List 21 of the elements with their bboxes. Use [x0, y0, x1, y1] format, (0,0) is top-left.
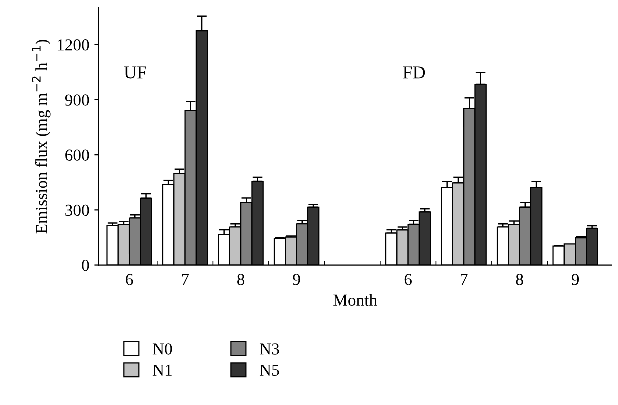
- x-tick-label: 8: [238, 274, 245, 286]
- x-tick-label: 7: [461, 274, 468, 286]
- y-tick-label: 1200: [58, 40, 90, 51]
- x-tick-label: 7: [182, 274, 189, 286]
- y-tick-label: 300: [66, 204, 90, 216]
- x-tick-label: 8: [516, 274, 524, 286]
- legend-label: N0: [152, 344, 172, 355]
- legend-label: N1: [152, 364, 172, 376]
- y-tick-label: 600: [66, 150, 90, 162]
- x-tick-label: 9: [572, 274, 580, 286]
- legend-label: N3: [260, 344, 280, 355]
- annotation: UF: [124, 66, 146, 79]
- x-tick-label: 6: [404, 274, 412, 286]
- y-axis-title: Emission flux (mg m$^{−2}$ h$^{−1}$): [32, 40, 51, 234]
- x-axis-title: Month: [334, 294, 378, 306]
- x-tick-label: 6: [126, 274, 134, 286]
- x-tick-label: 9: [293, 274, 300, 286]
- annotation: FD: [403, 66, 426, 79]
- y-tick-label: 0: [82, 260, 90, 272]
- legend-label: N5: [260, 364, 280, 376]
- y-tick-label: 900: [65, 94, 90, 106]
